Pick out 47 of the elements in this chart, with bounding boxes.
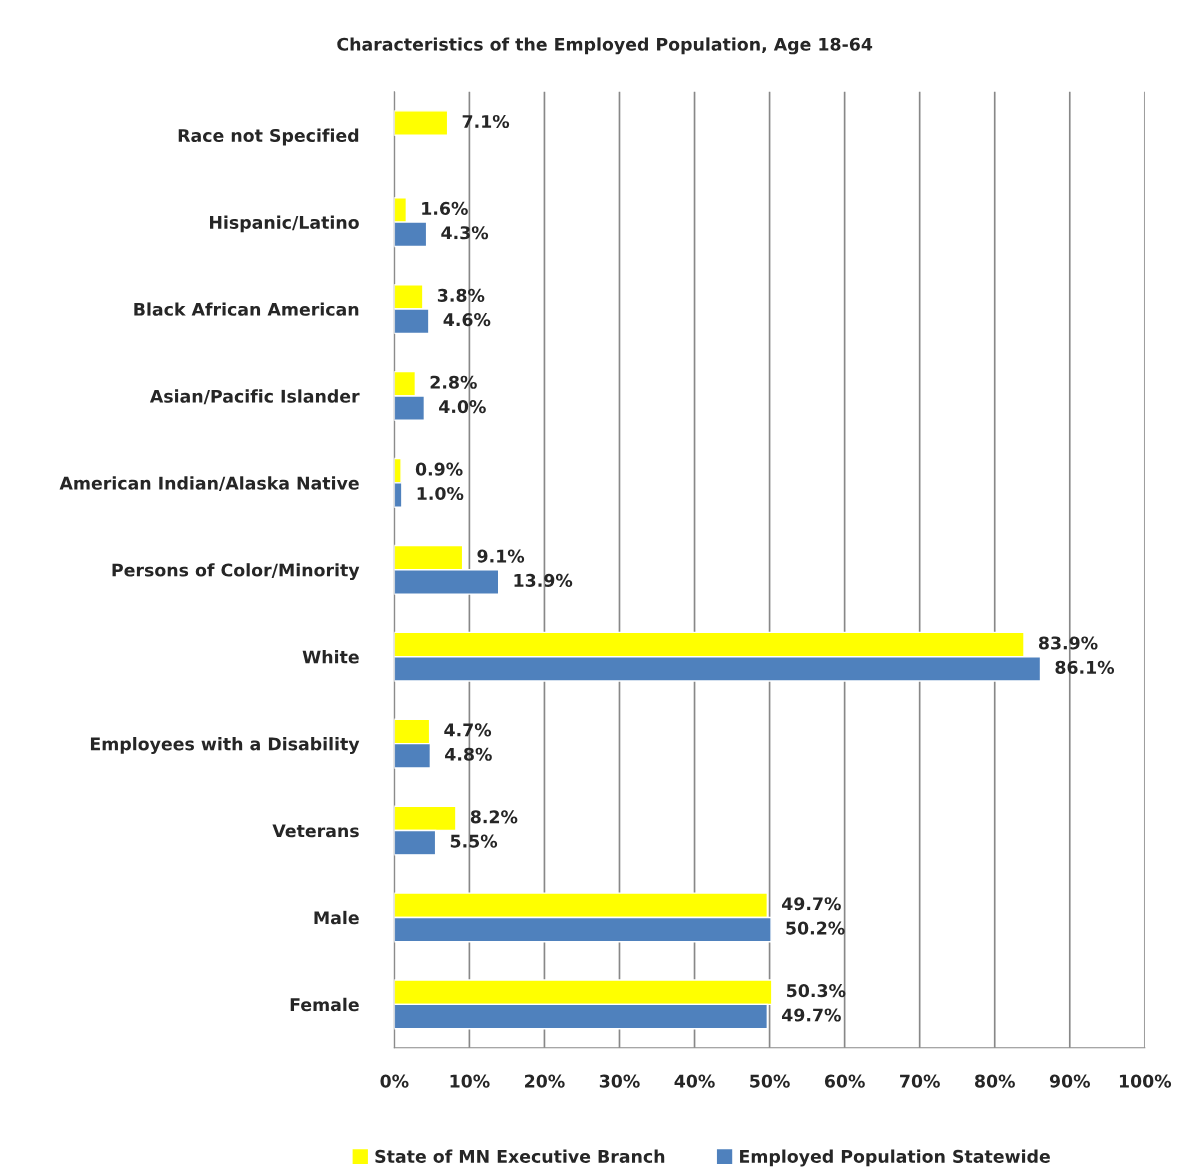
y-tick-label: Hispanic/Latino	[210, 215, 359, 233]
data-label: 83.9%	[1038, 636, 1098, 650]
y-tick-label: Veterans	[272, 824, 359, 838]
chart-title: Characteristics of the Employed Population, Age 18-64	[337, 37, 873, 55]
x-tick-label: 40%	[674, 1074, 715, 1088]
data-label: 49.7%	[782, 1008, 841, 1022]
data-label: 4.7%	[444, 723, 492, 737]
x-tick-label: 70%	[900, 1074, 940, 1088]
data-label: 4.0%	[439, 400, 486, 414]
x-tick-label: 90%	[1049, 1074, 1090, 1088]
y-tick-label: Male	[314, 910, 359, 925]
data-label: 4.6%	[443, 313, 491, 327]
data-label: 4.3%	[441, 226, 489, 240]
data-label: 5.5%	[450, 834, 498, 848]
x-tick-label: 60%	[824, 1074, 865, 1088]
data-label: 9.1%	[477, 549, 525, 563]
data-label: 1.6%	[422, 201, 468, 215]
y-tick-label: Female	[290, 997, 359, 1012]
x-tick-label: 50%	[750, 1074, 790, 1088]
data-label: 0.9%	[415, 462, 463, 476]
data-label: 50.2%	[786, 921, 845, 935]
bar	[394, 110, 449, 136]
x-tick-label: 10%	[450, 1074, 490, 1088]
data-label: 4.8%	[445, 747, 492, 761]
data-label: 7.1%	[462, 114, 510, 129]
x-tick-label: 0%	[380, 1074, 409, 1088]
data-label: 13.9%	[514, 573, 573, 587]
y-tick-label: White	[302, 650, 359, 664]
y-tick-label: Persons of Color/Minority	[112, 563, 360, 581]
data-label: 8.2%	[470, 810, 518, 824]
x-tick-label: 80%	[975, 1074, 1015, 1088]
data-label: 86.1%	[1055, 660, 1115, 674]
y-tick-label: American Indian/Alaska Native	[59, 476, 359, 492]
data-label: 1.0%	[417, 486, 464, 501]
y-tick-label: Asian/Pacific Islander	[149, 389, 360, 405]
x-tick-label: 100%	[1119, 1074, 1172, 1088]
data-label: 3.8%	[437, 288, 485, 302]
data-label: 50.3%	[787, 984, 846, 998]
x-tick-label: 20%	[525, 1074, 565, 1088]
legend-label: State of MN Executive Branch	[375, 1149, 665, 1163]
data-label: 49.7%	[782, 897, 841, 911]
y-tick-label: Employees with a Disability	[90, 737, 360, 754]
x-tick-label: 30%	[599, 1074, 640, 1088]
data-label: 2.8%	[430, 375, 477, 389]
y-tick-label: Black African American	[134, 302, 359, 316]
y-tick-label: Race not Specified	[178, 128, 359, 146]
legend-label: Employed Population Statewide	[740, 1149, 1050, 1167]
